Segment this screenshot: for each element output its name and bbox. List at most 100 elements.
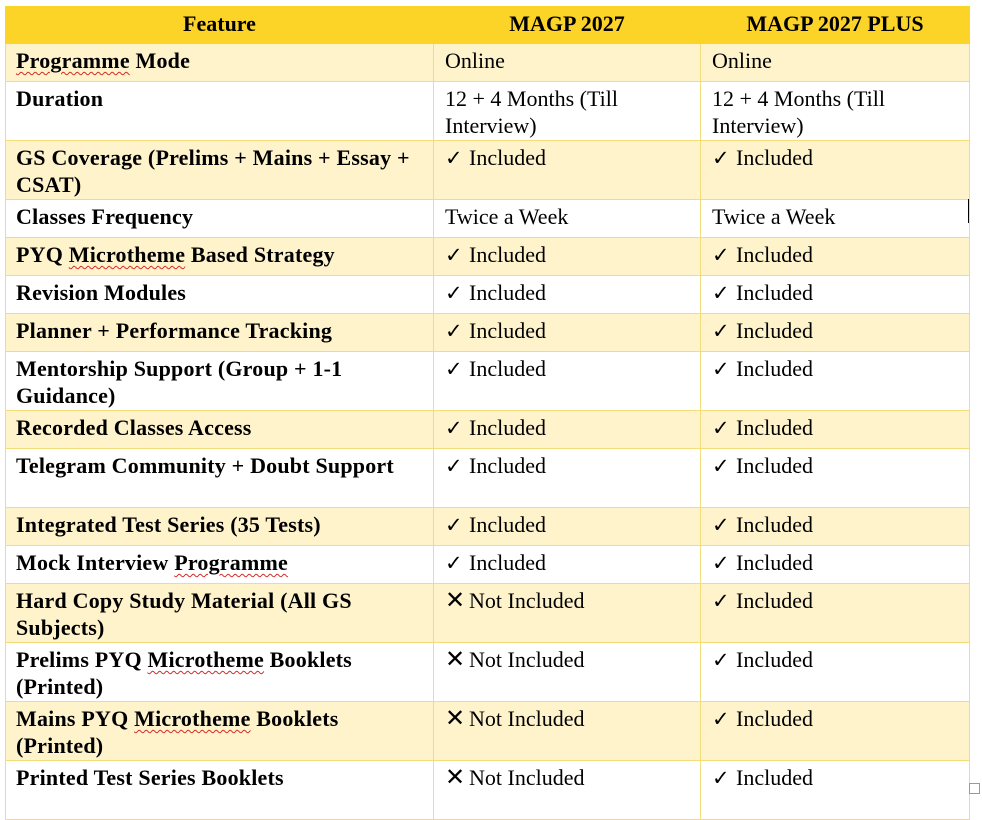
value-cell-magp-2027[interactable]: ✓ Included [433, 275, 701, 314]
feature-cell[interactable]: Integrated Test Series (35 Tests) [5, 507, 434, 546]
value-cell-magp-2027[interactable]: ✓ Included [433, 313, 701, 352]
value-cell-magp-2027[interactable]: ✕ Not Included [433, 760, 701, 820]
value-cell-magp-2027[interactable]: ✓ Included [433, 410, 701, 449]
value-cell-magp-2027-plus[interactable]: ✓ Included [700, 507, 970, 546]
value-cell-magp-2027[interactable]: 12 + 4 Months (Till Interview) [433, 81, 701, 141]
check-icon: ✓ [445, 513, 463, 537]
header-cell-magp-2027[interactable]: MAGP 2027 [433, 6, 701, 44]
value-cell-magp-2027-plus[interactable]: ✓ Included [700, 760, 970, 820]
value-cell-magp-2027-plus[interactable]: 12 + 4 Months (Till Interview) [700, 81, 970, 141]
value-cell-magp-2027-plus[interactable]: ✓ Included [700, 583, 970, 643]
value-cell-magp-2027-plus[interactable]: ✓ Included [700, 545, 970, 584]
feature-cell[interactable]: Planner + Performance Tracking [5, 313, 434, 352]
value-text: Included [736, 415, 813, 440]
check-icon: ✓ [445, 551, 463, 575]
value-cell-magp-2027[interactable]: Twice a Week [433, 199, 701, 238]
header-cell-magp-2027-plus[interactable]: MAGP 2027 PLUS [700, 6, 970, 44]
value-text: Not Included [469, 706, 585, 731]
value-cell-magp-2027[interactable]: ✕ Not Included [433, 701, 701, 761]
value-cell-magp-2027-plus[interactable]: Twice a Week [700, 199, 970, 238]
feature-cell[interactable]: Recorded Classes Access [5, 410, 434, 449]
cross-icon: ✕ [445, 704, 466, 732]
check-icon: ✓ [712, 146, 730, 170]
feature-label: Integrated Test Series (35 Tests) [16, 512, 321, 537]
value-text: Included [736, 765, 813, 790]
value-text: Included [736, 512, 813, 537]
value-text: Not Included [469, 588, 585, 613]
check-icon: ✓ [712, 707, 730, 731]
feature-cell[interactable]: Duration [5, 81, 434, 141]
cross-icon: ✕ [445, 645, 466, 673]
cross-icon: ✕ [445, 763, 466, 791]
value-cell-magp-2027[interactable]: ✓ Included [433, 507, 701, 546]
feature-cell[interactable]: Prelims PYQ Microtheme Booklets (Printed… [5, 642, 434, 702]
table-resize-handle[interactable] [969, 783, 980, 794]
value-cell-magp-2027[interactable]: ✕ Not Included [433, 583, 701, 643]
feature-cell[interactable]: Classes Frequency [5, 199, 434, 238]
check-icon: ✓ [712, 243, 730, 267]
feature-label: Classes Frequency [16, 204, 194, 229]
check-icon: ✓ [445, 319, 463, 343]
table-row: Mock Interview Programme ✓ Included ✓ Includ… [5, 545, 970, 584]
value-cell-magp-2027[interactable]: ✓ Included [433, 448, 701, 508]
feature-cell[interactable]: PYQ Microtheme Based Strategy [5, 237, 434, 276]
value-text: Included [736, 145, 813, 170]
value-cell-magp-2027[interactable]: ✓ Included [433, 140, 701, 200]
feature-cell[interactable]: Telegram Community + Doubt Support [5, 448, 434, 508]
check-icon: ✓ [445, 243, 463, 267]
feature-cell[interactable]: Hard Copy Study Material (All GS Subject… [5, 583, 434, 643]
value-text: Included [469, 453, 546, 478]
value-cell-magp-2027-plus[interactable]: ✓ Included [700, 642, 970, 702]
value-cell-magp-2027-plus[interactable]: ✓ Included [700, 351, 970, 411]
table-row: GS Coverage (Prelims + Mains + Essay + C… [5, 140, 970, 200]
value-cell-magp-2027[interactable]: ✓ Included [433, 545, 701, 584]
feature-cell[interactable]: Printed Test Series Booklets [5, 760, 434, 820]
feature-cell[interactable]: Revision Modules [5, 275, 434, 314]
value-text: Online [445, 48, 505, 73]
value-text: Included [736, 706, 813, 731]
comparison-table[interactable]: Feature MAGP 2027 MAGP 2027 PLUS Program… [5, 6, 970, 820]
feature-cell[interactable]: Mentorship Support (Group + 1-1 Guidance… [5, 351, 434, 411]
feature-label: Revision Modules [16, 280, 187, 305]
value-text: Not Included [469, 765, 585, 790]
check-icon: ✓ [445, 281, 463, 305]
check-icon: ✓ [712, 513, 730, 537]
table-body: Programme Mode Online Online Duration 12 + 4… [5, 43, 970, 820]
check-icon: ✓ [712, 551, 730, 575]
feature-cell[interactable]: Programme Mode [5, 43, 434, 82]
feature-cell[interactable]: Mains PYQ Microtheme Booklets (Printed) [5, 701, 434, 761]
value-cell-magp-2027[interactable]: ✓ Included [433, 351, 701, 411]
value-cell-magp-2027[interactable]: ✓ Included [433, 237, 701, 276]
check-icon: ✓ [712, 648, 730, 672]
value-cell-magp-2027-plus[interactable]: ✓ Included [700, 448, 970, 508]
value-text: 12 + 4 Months (Till Interview) [712, 86, 885, 138]
feature-label: Mentorship Support (Group + 1-1 Guidance… [16, 356, 343, 408]
value-cell-magp-2027-plus[interactable]: ✓ Included [700, 313, 970, 352]
value-cell-magp-2027-plus[interactable]: ✓ Included [700, 140, 970, 200]
value-cell-magp-2027-plus[interactable]: ✓ Included [700, 410, 970, 449]
check-icon: ✓ [445, 357, 463, 381]
value-cell-magp-2027-plus[interactable]: Online [700, 43, 970, 82]
table-row: Telegram Community + Doubt Support ✓ Inclu… [5, 448, 970, 508]
value-text: Included [469, 512, 546, 537]
table-row: Revision Modules ✓ Included ✓ Included [5, 275, 970, 314]
header-cell-feature[interactable]: Feature [5, 6, 434, 44]
header-row: Feature MAGP 2027 MAGP 2027 PLUS [5, 6, 970, 44]
value-text: Included [469, 242, 546, 267]
feature-cell[interactable]: GS Coverage (Prelims + Mains + Essay + C… [5, 140, 434, 200]
value-cell-magp-2027-plus[interactable]: ✓ Included [700, 701, 970, 761]
value-text: Included [736, 356, 813, 381]
value-text: Online [712, 48, 772, 73]
value-text: Included [469, 280, 546, 305]
table-row: Printed Test Series Booklets ✕ Not Include… [5, 760, 970, 820]
value-cell-magp-2027[interactable]: Online [433, 43, 701, 82]
text-cursor [968, 199, 969, 223]
value-text: Included [469, 356, 546, 381]
check-icon: ✓ [712, 589, 730, 613]
value-text: Included [736, 242, 813, 267]
value-cell-magp-2027-plus[interactable]: ✓ Included [700, 275, 970, 314]
table-row: Prelims PYQ Microtheme Booklets (Printed… [5, 642, 970, 702]
value-cell-magp-2027[interactable]: ✕ Not Included [433, 642, 701, 702]
feature-cell[interactable]: Mock Interview Programme [5, 545, 434, 584]
value-cell-magp-2027-plus[interactable]: ✓ Included [700, 237, 970, 276]
